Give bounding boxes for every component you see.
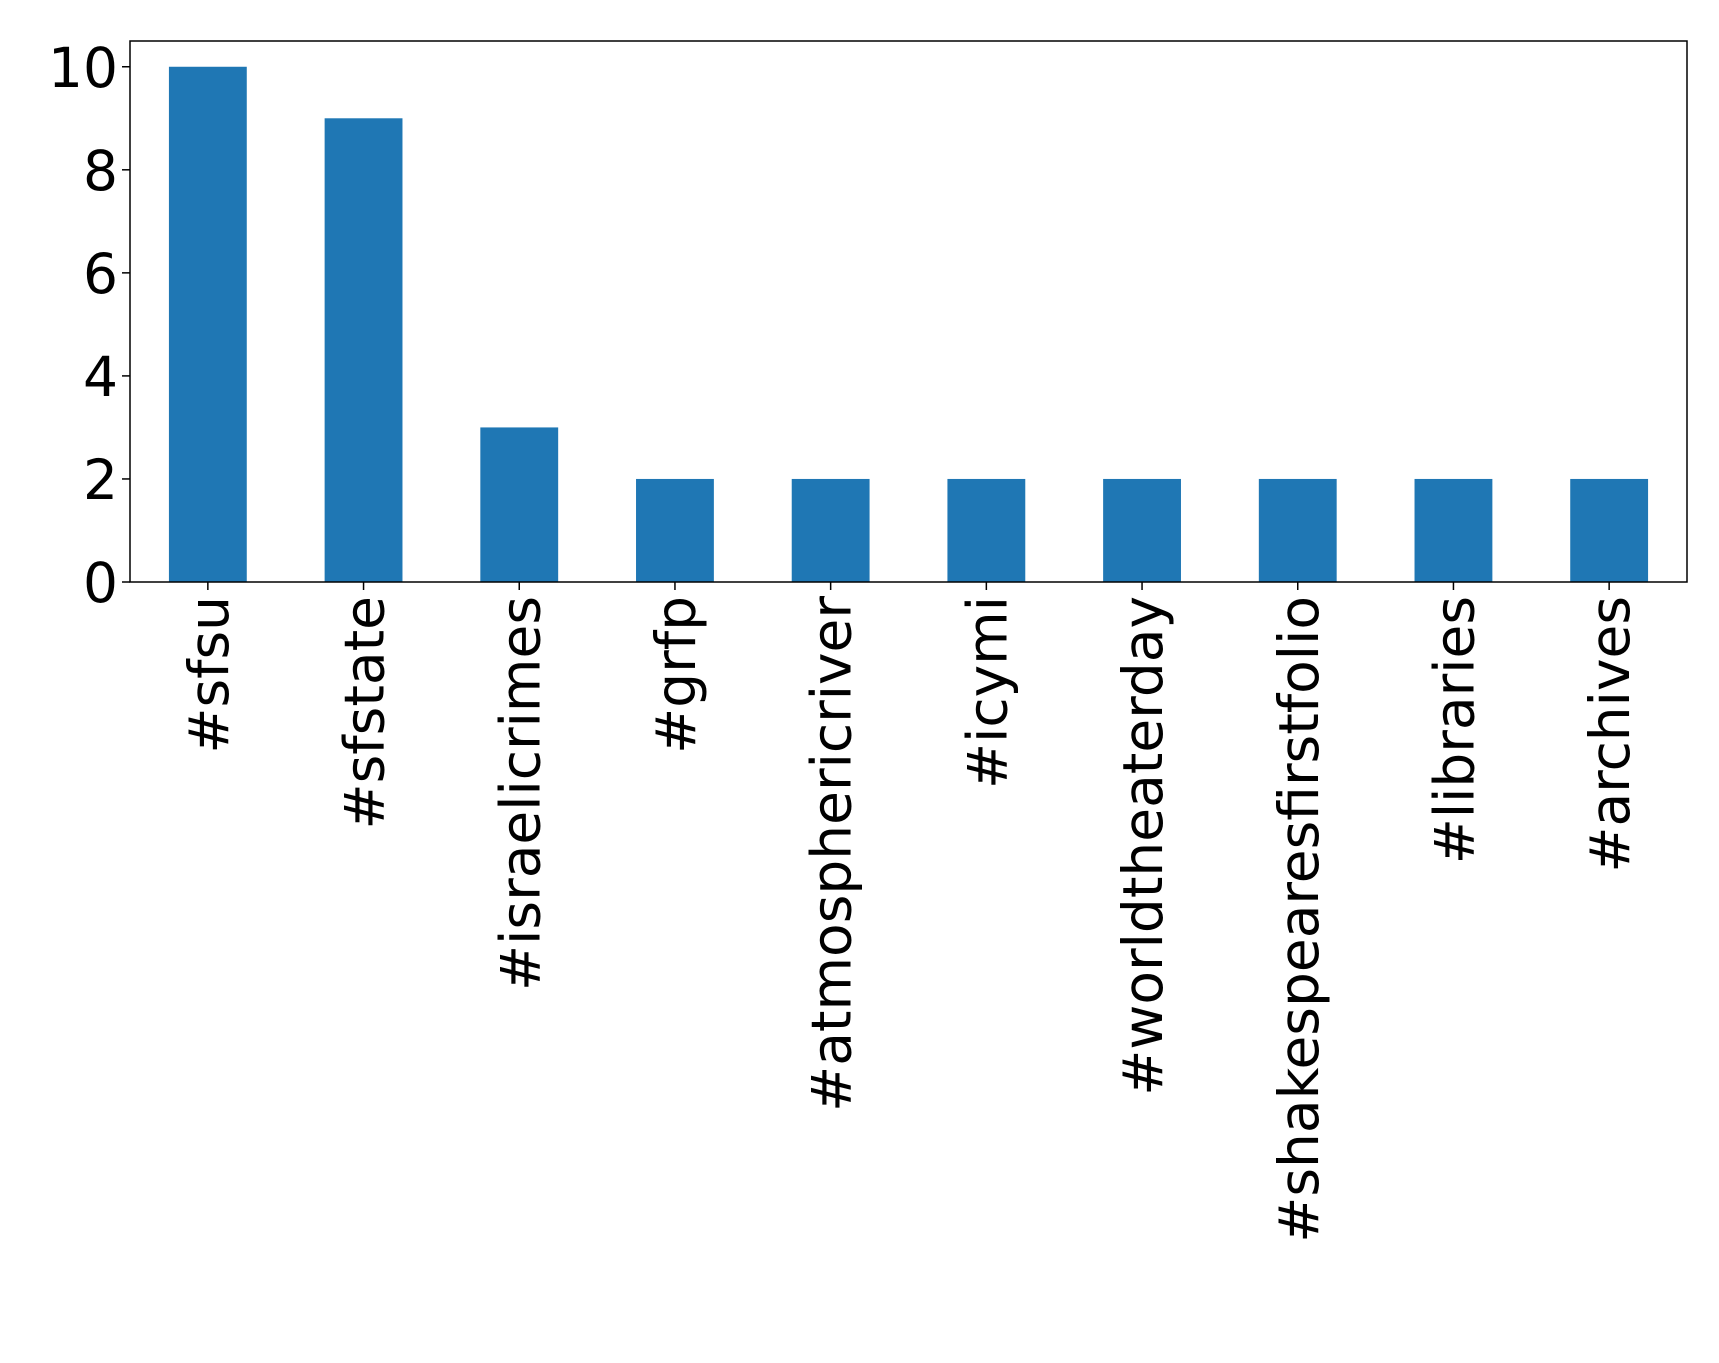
bar	[324, 118, 403, 583]
plot-frame	[129, 40, 1688, 583]
y-tick-label: 2	[83, 448, 118, 512]
bar	[1258, 478, 1337, 582]
bar	[791, 478, 870, 582]
x-tick-label: #shakespearesfirstfolio	[1267, 596, 1331, 1243]
x-tick-label: #icymi	[955, 596, 1019, 789]
bar	[1103, 478, 1181, 582]
y-tick-label: 0	[83, 551, 118, 615]
x-tick-label: #worldtheaterday	[1111, 596, 1175, 1096]
x-tick-label: #atmosphericriver	[800, 596, 864, 1112]
x-tick-label: #archives	[1578, 596, 1642, 873]
y-tick-label: 4	[83, 345, 118, 409]
bar	[636, 478, 714, 582]
x-tick-label: #sfstate	[333, 596, 397, 829]
bar	[480, 427, 559, 582]
x-tick-label: #israelicrimes	[488, 596, 552, 991]
bar	[947, 478, 1026, 582]
x-tick-label: #grfp	[644, 596, 708, 754]
bar	[168, 66, 247, 582]
x-tick-label: #sfsu	[177, 596, 241, 754]
y-tick-label: 6	[83, 242, 118, 306]
y-tick-label: 8	[83, 139, 118, 203]
y-tick-label: 10	[48, 36, 118, 100]
bar	[1414, 478, 1493, 582]
x-tick-label: #libraries	[1422, 596, 1486, 864]
bar	[1570, 478, 1649, 582]
